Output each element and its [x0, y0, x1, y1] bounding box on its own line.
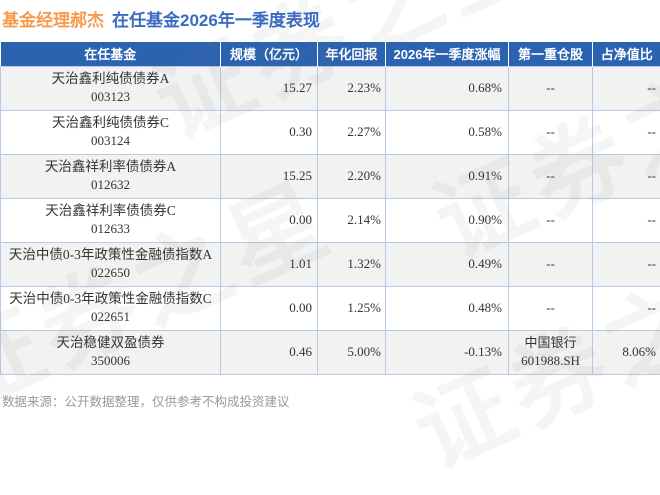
table-row: 天治中债0-3年政策性金融债指数A 022650 1.01 1.32% 0.49… — [1, 242, 660, 286]
top-holding-name: -- — [509, 167, 592, 185]
fund-scale: 0.30 — [221, 110, 318, 154]
table-row: 天治鑫利纯债债券C 003124 0.30 2.27% 0.58% -- -- — [1, 110, 660, 154]
top-holding-name: -- — [509, 255, 592, 273]
fund-scale: 15.27 — [221, 66, 318, 110]
fund-name-cell: 天治鑫祥利率债债券A 012632 — [1, 154, 221, 198]
table-row: 天治鑫祥利率债债券C 012633 0.00 2.14% 0.90% -- -- — [1, 198, 660, 242]
top-holding-name: 中国银行 — [509, 334, 592, 352]
fund-scale: 15.25 — [221, 154, 318, 198]
top-holding-cell: -- — [509, 66, 593, 110]
fund-name-cell: 天治稳健双盈债券 350006 — [1, 330, 221, 374]
q1-change: 0.49% — [386, 242, 509, 286]
table-row: 天治鑫祥利率债债券A 012632 15.25 2.20% 0.91% -- -… — [1, 154, 660, 198]
column-header-1: 规模（亿元） — [221, 42, 318, 66]
fund-name-cell: 天治鑫祥利率债债券C 012633 — [1, 198, 221, 242]
top-holding-cell: -- — [509, 110, 593, 154]
fund-name-cell: 天治中债0-3年政策性金融债指数C 022651 — [1, 286, 221, 330]
fund-name: 天治鑫祥利率债债券A — [1, 158, 220, 176]
column-header-4: 第一重仓股 — [509, 42, 593, 66]
top-holding-cell: -- — [509, 286, 593, 330]
holding-ratio: -- — [593, 110, 660, 154]
fund-name-cell: 天治鑫利纯债债券A 003123 — [1, 66, 221, 110]
q1-change: 0.48% — [386, 286, 509, 330]
column-header-5: 占净值比 — [593, 42, 660, 66]
annualized-return: 1.32% — [318, 242, 386, 286]
fund-name-cell: 天治中债0-3年政策性金融债指数A 022650 — [1, 242, 221, 286]
holding-ratio: -- — [593, 154, 660, 198]
top-holding-cell: -- — [509, 198, 593, 242]
fund-code: 003123 — [1, 88, 220, 106]
table-row: 天治鑫利纯债债券A 003123 15.27 2.23% 0.68% -- -- — [1, 66, 660, 110]
q1-change: 0.91% — [386, 154, 509, 198]
top-holding-cell: -- — [509, 154, 593, 198]
title-subtitle: 在任基金2026年一季度表现 — [112, 11, 320, 30]
data-source-note: 数据来源：公开数据整理，仅供参考不构成投资建议 — [2, 391, 660, 410]
annualized-return: 2.23% — [318, 66, 386, 110]
fund-name: 天治中债0-3年政策性金融债指数C — [1, 290, 220, 308]
fund-name: 天治鑫利纯债债券C — [1, 114, 220, 132]
fund-name: 天治鑫利纯债债券A — [1, 70, 220, 88]
annualized-return: 5.00% — [318, 330, 386, 374]
q1-change: -0.13% — [386, 330, 509, 374]
fund-name: 天治中债0-3年政策性金融债指数A — [1, 246, 220, 264]
fund-code: 012633 — [1, 220, 220, 238]
annualized-return: 2.27% — [318, 110, 386, 154]
table-row: 天治稳健双盈债券 350006 0.46 5.00% -0.13% 中国银行 6… — [1, 330, 660, 374]
page-title: 基金经理郝杰在任基金2026年一季度表现 — [0, 0, 660, 42]
fund-code: 022651 — [1, 308, 220, 326]
fund-code: 012632 — [1, 176, 220, 194]
top-holding-name: -- — [509, 79, 592, 97]
title-manager-name: 基金经理郝杰 — [2, 11, 104, 30]
fund-scale: 1.01 — [221, 242, 318, 286]
fund-scale: 0.46 — [221, 330, 318, 374]
holding-ratio: -- — [593, 242, 660, 286]
holding-ratio: -- — [593, 66, 660, 110]
top-holding-cell: 中国银行 601988.SH — [509, 330, 593, 374]
top-holding-name: -- — [509, 211, 592, 229]
holding-ratio: -- — [593, 286, 660, 330]
q1-change: 0.58% — [386, 110, 509, 154]
holding-ratio: 8.06% — [593, 330, 660, 374]
holding-ratio: -- — [593, 198, 660, 242]
q1-change: 0.68% — [386, 66, 509, 110]
column-header-0: 在任基金 — [1, 42, 221, 66]
column-header-2: 年化回报 — [318, 42, 386, 66]
fund-name: 天治鑫祥利率债债券C — [1, 202, 220, 220]
fund-name: 天治稳健双盈债券 — [1, 334, 220, 352]
top-holding-cell: -- — [509, 242, 593, 286]
q1-change: 0.90% — [386, 198, 509, 242]
top-holding-name: -- — [509, 123, 592, 141]
table-row: 天治中债0-3年政策性金融债指数C 022651 0.00 1.25% 0.48… — [1, 286, 660, 330]
fund-scale: 0.00 — [221, 286, 318, 330]
fund-code: 003124 — [1, 132, 220, 150]
fund-name-cell: 天治鑫利纯债债券C 003124 — [1, 110, 221, 154]
fund-code: 022650 — [1, 264, 220, 282]
fund-table-body: 天治鑫利纯债债券A 003123 15.27 2.23% 0.68% -- --… — [1, 66, 660, 374]
top-holding-name: -- — [509, 299, 592, 317]
annualized-return: 2.14% — [318, 198, 386, 242]
fund-scale: 0.00 — [221, 198, 318, 242]
column-header-3: 2026年一季度涨幅 — [386, 42, 509, 66]
fund-code: 350006 — [1, 352, 220, 370]
top-holding-code: 601988.SH — [509, 352, 592, 370]
annualized-return: 2.20% — [318, 154, 386, 198]
annualized-return: 1.25% — [318, 286, 386, 330]
